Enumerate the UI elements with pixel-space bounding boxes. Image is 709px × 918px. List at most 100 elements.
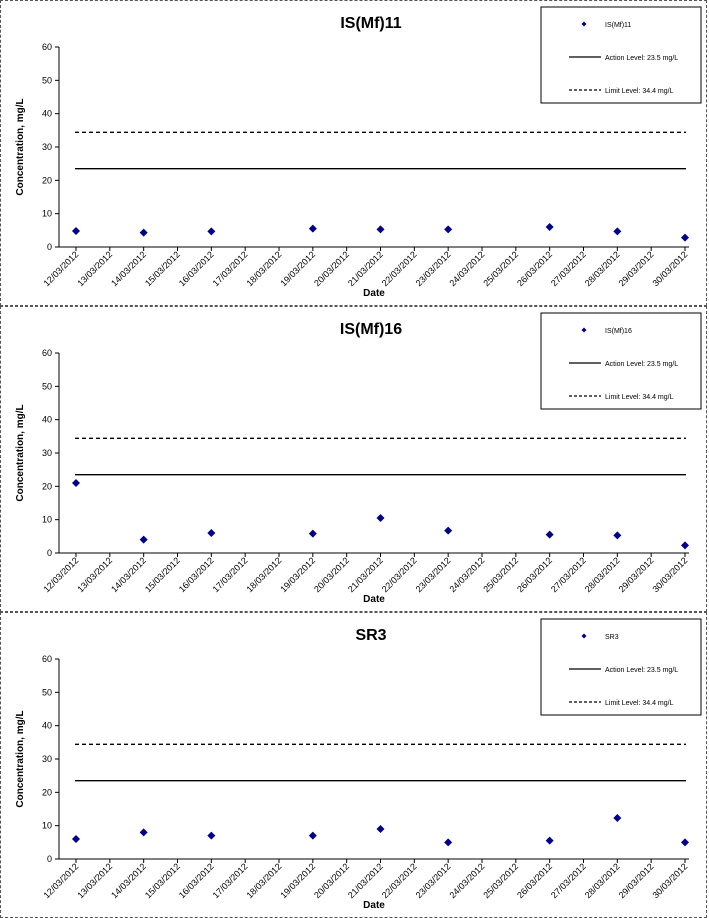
y-tick-label: 60 [42, 348, 52, 358]
x-tick-label: 14/03/2012 [109, 249, 148, 288]
x-axis-label: Date [363, 900, 385, 911]
y-tick-label: 40 [42, 721, 52, 731]
x-tick-label: 20/03/2012 [312, 861, 351, 900]
data-point [444, 838, 453, 847]
y-tick-label: 60 [42, 654, 52, 664]
data-point [681, 233, 689, 242]
x-tick-label: 18/03/2012 [244, 861, 283, 900]
legend-label-series: IS(Mf)16 [605, 328, 632, 335]
x-tick-label: 25/03/2012 [481, 249, 520, 288]
x-tick-label: 19/03/2012 [278, 861, 317, 900]
y-tick-label: 40 [42, 109, 52, 119]
x-tick-label: 18/03/2012 [244, 249, 283, 288]
x-axis-label: Date [363, 288, 385, 299]
chart-panel-3: SR3 0 10 20 30 40 50 60 12/03/2012 13/03/2012 14/0… [0, 612, 707, 918]
x-tick-label: 15/03/2012 [143, 861, 182, 900]
data-point [207, 227, 216, 236]
data-point [72, 835, 80, 843]
x-tick-label: 22/03/2012 [380, 555, 419, 594]
data-point [207, 831, 216, 840]
legend-label-limit: Limit Level: 34.4 mg/L [605, 88, 674, 95]
legend-label-action: Action Level: 23.5 mg/L [605, 667, 678, 674]
x-tick-label: 28/03/2012 [583, 861, 622, 900]
x-tick-label: 30/03/2012 [650, 861, 689, 900]
y-tick-label: 0 [47, 548, 52, 558]
x-tick-label: 21/03/2012 [346, 249, 385, 288]
data-point [613, 814, 622, 822]
x-tick-label: 23/03/2012 [414, 861, 453, 900]
x-tick-label: 13/03/2012 [75, 249, 114, 288]
data-point [72, 227, 80, 235]
legend-marker-series [581, 21, 587, 27]
chart-title: SR3 [355, 627, 386, 644]
legend-label-action: Action Level: 23.5 mg/L [605, 55, 678, 62]
x-tick-label: 14/03/2012 [109, 861, 148, 900]
x-tick-label: 12/03/2012 [41, 249, 80, 288]
y-tick-label: 30 [42, 448, 52, 458]
x-tick-label: 16/03/2012 [177, 861, 216, 900]
data-point [545, 223, 554, 231]
x-tick-label: 17/03/2012 [211, 555, 250, 594]
x-tick-label: 29/03/2012 [617, 249, 656, 288]
data-point [681, 838, 689, 847]
data-point [72, 479, 80, 487]
chart-svg-1: IS(Mf)11 0 10 20 30 40 50 60 12/03/201213/03/201… [15, 6, 702, 299]
data-point [308, 529, 317, 538]
legend-marker-series [581, 633, 587, 639]
chart-title: IS(Mf)16 [340, 321, 402, 338]
x-tick-label: 24/03/2012 [447, 555, 486, 594]
data-point [376, 225, 385, 234]
x-tick-label: 12/03/2012 [41, 555, 80, 594]
y-tick-label: 20 [42, 481, 52, 491]
y-tick-label: 10 [42, 209, 52, 219]
legend-label-action: Action Level: 23.5 mg/L [605, 361, 678, 368]
data-point [139, 828, 148, 837]
data-point [207, 529, 216, 537]
legend-marker-series [581, 327, 587, 333]
legend-box [540, 312, 702, 410]
x-tick-label: 16/03/2012 [177, 555, 216, 594]
x-tick-label: 28/03/2012 [583, 249, 622, 288]
y-axis-label: Concentration, mg/L [15, 98, 26, 195]
x-tick-label: 26/03/2012 [515, 861, 554, 900]
x-tick-label: 15/03/2012 [143, 249, 182, 288]
data-point [613, 227, 622, 236]
data-point [613, 531, 622, 540]
data-point [308, 224, 317, 233]
x-tick-label: 23/03/2012 [414, 249, 453, 288]
x-tick-label: 30/03/2012 [650, 249, 689, 288]
x-tick-label: 25/03/2012 [481, 555, 520, 594]
y-tick-label: 20 [42, 175, 52, 185]
chart-svg-3: SR3 0 10 20 30 40 50 60 12/03/201213/03/201214/0… [15, 618, 702, 911]
data-point [376, 825, 385, 833]
data-point [139, 535, 148, 544]
x-tick-label: 29/03/2012 [617, 861, 656, 900]
x-tick-label: 18/03/2012 [244, 555, 283, 594]
y-axis-label: Concentration, mg/L [15, 710, 26, 807]
y-tick-label: 10 [42, 821, 52, 831]
x-tick-label: 23/03/2012 [414, 555, 453, 594]
x-tick-label: 22/03/2012 [380, 861, 419, 900]
y-tick-label: 60 [42, 42, 52, 52]
data-point [545, 530, 554, 539]
x-tick-label: 17/03/2012 [211, 249, 250, 288]
x-tick-label: 20/03/2012 [312, 249, 351, 288]
x-tick-label: 12/03/2012 [41, 861, 80, 900]
y-tick-label: 30 [42, 142, 52, 152]
y-tick-label: 0 [47, 854, 52, 864]
x-tick-label: 21/03/2012 [346, 555, 385, 594]
legend-label-limit: Limit Level: 34.4 mg/L [605, 394, 674, 401]
data-point [444, 526, 453, 535]
x-tick-label: 20/03/2012 [312, 555, 351, 594]
x-tick-label: 28/03/2012 [583, 555, 622, 594]
legend-label-series: SR3 [605, 634, 619, 641]
legend-label-limit: Limit Level: 34.4 mg/L [605, 700, 674, 707]
x-tick-label: 26/03/2012 [515, 249, 554, 288]
data-point [681, 541, 689, 550]
data-point [308, 831, 317, 840]
legend-box [540, 618, 702, 716]
x-tick-label: 30/03/2012 [650, 555, 689, 594]
x-axis-label: Date [363, 594, 385, 605]
chart-panel-2: IS(Mf)16 0 10 20 30 40 50 60 12/03/2012 13/03/201… [0, 306, 707, 612]
x-tick-label: 19/03/2012 [278, 555, 317, 594]
